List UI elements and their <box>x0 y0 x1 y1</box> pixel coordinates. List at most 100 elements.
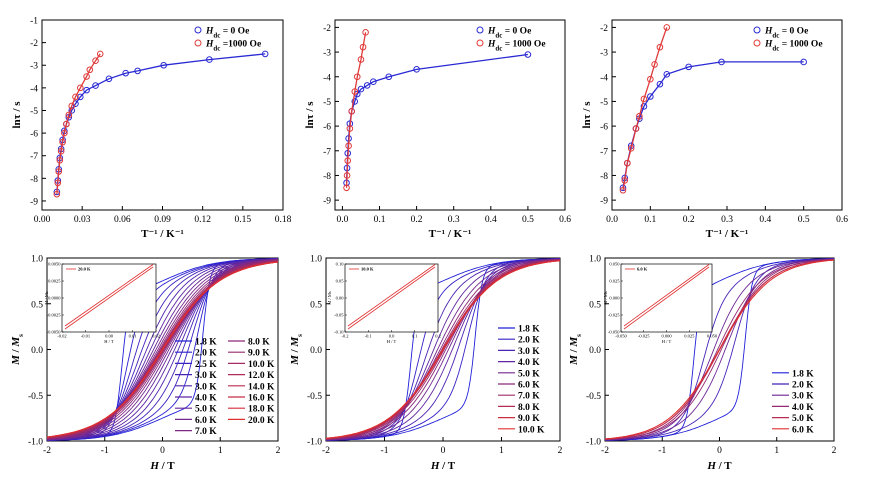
inset-plot: -0.2 -0.1 0.0 0.1 0.2 0.10 0.05 0.00 -0.05 -0.10 H… <box>327 262 441 345</box>
y-tick-label: -3 <box>600 49 608 59</box>
x-tick-label: 0.3 <box>721 215 733 225</box>
x-tick-label: 0.00 <box>34 215 51 225</box>
data-point <box>122 69 129 77</box>
legend-marker <box>194 26 202 34</box>
x-tick-label: -1 <box>101 446 109 456</box>
x-axis-label: H / T <box>149 460 175 472</box>
data-point <box>370 78 377 85</box>
y-tick-label: 0.0 <box>31 346 43 356</box>
x-tick-label: 0.03 <box>74 215 91 225</box>
curve-2-0-K <box>605 258 834 441</box>
data-point <box>663 70 671 78</box>
y-tick-label: -1.0 <box>307 438 322 448</box>
x-tick-label: 0.06 <box>114 215 131 225</box>
y-tick-label: -2 <box>323 24 331 34</box>
y-tick-label: -1.0 <box>28 438 43 448</box>
data-point <box>206 56 213 63</box>
data-point <box>68 102 76 110</box>
legend-label: 9.0 K <box>518 414 540 424</box>
x-tick-label: 0.2 <box>411 215 423 225</box>
inset-x-tick-label: -0.1 <box>365 334 372 339</box>
legend-label: 7.0 K <box>518 392 540 402</box>
inset-y-tick-label: 0.10 <box>336 262 345 267</box>
y-axis-label: lnτ / s <box>304 101 316 129</box>
legend-marker <box>476 26 484 34</box>
legend-label: 4.0 K <box>518 358 540 368</box>
fit-line <box>622 27 668 191</box>
fit-line <box>56 53 101 195</box>
x-tick-label: 0.4 <box>485 215 497 225</box>
data-point <box>105 75 113 83</box>
data-point <box>353 73 361 81</box>
y-axis-label-text: M / Ms <box>10 334 25 366</box>
data-point <box>359 43 367 51</box>
legend-label: 10.0 K <box>518 425 545 435</box>
y-tick-label: -8 <box>600 172 608 182</box>
x-tick-label: 0.5 <box>798 215 810 225</box>
legend-label: 18.0 K <box>248 405 275 415</box>
inset-y-tick-label: 0.00 <box>336 296 345 301</box>
data-point <box>348 107 355 115</box>
y-tick-label: -5 <box>323 98 331 108</box>
y-tick-label: -2 <box>600 24 608 34</box>
y-tick-label: -6 <box>600 123 608 133</box>
y-tick-label: -2 <box>30 39 38 49</box>
inset-x-tick-label: -0.025 <box>638 334 650 339</box>
data-point <box>385 73 393 81</box>
curve-6-0-K <box>605 259 834 440</box>
y-tick-label: 0.0 <box>589 346 601 356</box>
x-tick-label: 1 <box>499 446 504 456</box>
inset-x-tick-label: 0.0 <box>389 334 395 339</box>
curve-10-0-K <box>326 260 560 439</box>
y-tick-label: -7 <box>323 147 331 157</box>
data-point <box>524 51 532 58</box>
x-tick-label: -2 <box>43 446 51 456</box>
y-tick-label: -0.5 <box>586 392 601 402</box>
series-hdc-0 <box>619 58 807 192</box>
data-point <box>640 103 648 110</box>
inset-y-tick-label: 0.000 <box>609 296 620 301</box>
inset-y-label: M / Ms <box>603 291 608 305</box>
inset-plot: -0.050 -0.025 0.000 0.025 0.050 0.050 0.025 0.0… <box>603 262 718 345</box>
data-point <box>56 156 64 164</box>
legend-label: 3.0 K <box>792 392 814 402</box>
x-axis-label: T⁻¹ / K⁻¹ <box>429 228 472 240</box>
y-tick-label: -4 <box>30 84 38 94</box>
y-tick-label: 1.0 <box>31 255 43 265</box>
data-point <box>685 63 692 71</box>
inset-x-tick-label: 0.2 <box>435 334 441 339</box>
y-tick-label: -0.5 <box>307 392 322 402</box>
inset-x-tick-label: -0.050 <box>615 334 627 339</box>
x-tick-label: 0.6 <box>559 215 571 225</box>
inset-y-tick-label: 0.025 <box>609 279 620 284</box>
data-point <box>362 29 369 36</box>
hysteresis-curves <box>47 258 278 441</box>
x-tick-label: 1 <box>774 446 779 456</box>
inset-y-tick-label: -0.0050 <box>47 330 62 335</box>
inset-x-tick-label: 0.01 <box>129 334 137 339</box>
inset-x-tick-label: -0.01 <box>81 334 90 339</box>
inset-x-tick-label: -0.2 <box>341 334 348 339</box>
data-point <box>59 138 66 146</box>
data-point <box>53 190 61 198</box>
data-point <box>647 75 654 83</box>
y-tick-label: -9 <box>323 197 331 207</box>
inset-x-tick-label: 0.1 <box>412 334 418 339</box>
x-tick-label: 0.4 <box>759 215 771 225</box>
inset-y-tick-label: 0.05 <box>336 279 345 284</box>
data-point <box>357 56 365 63</box>
legend-label: 4.0 K <box>792 403 814 413</box>
y-tick-label: -6 <box>30 130 38 140</box>
plot-frame <box>334 19 566 211</box>
legend-marker <box>753 39 761 47</box>
curve-3-0-K <box>47 258 278 441</box>
data-point <box>640 95 648 103</box>
y-axis-label: M / Ms <box>289 334 304 366</box>
data-point <box>621 177 629 184</box>
x-tick-label: 0.18 <box>275 215 292 225</box>
y-tick-label: -9 <box>30 197 38 207</box>
fit-line <box>345 32 367 188</box>
curve-7-0-K <box>326 259 560 440</box>
data-point <box>92 82 99 89</box>
